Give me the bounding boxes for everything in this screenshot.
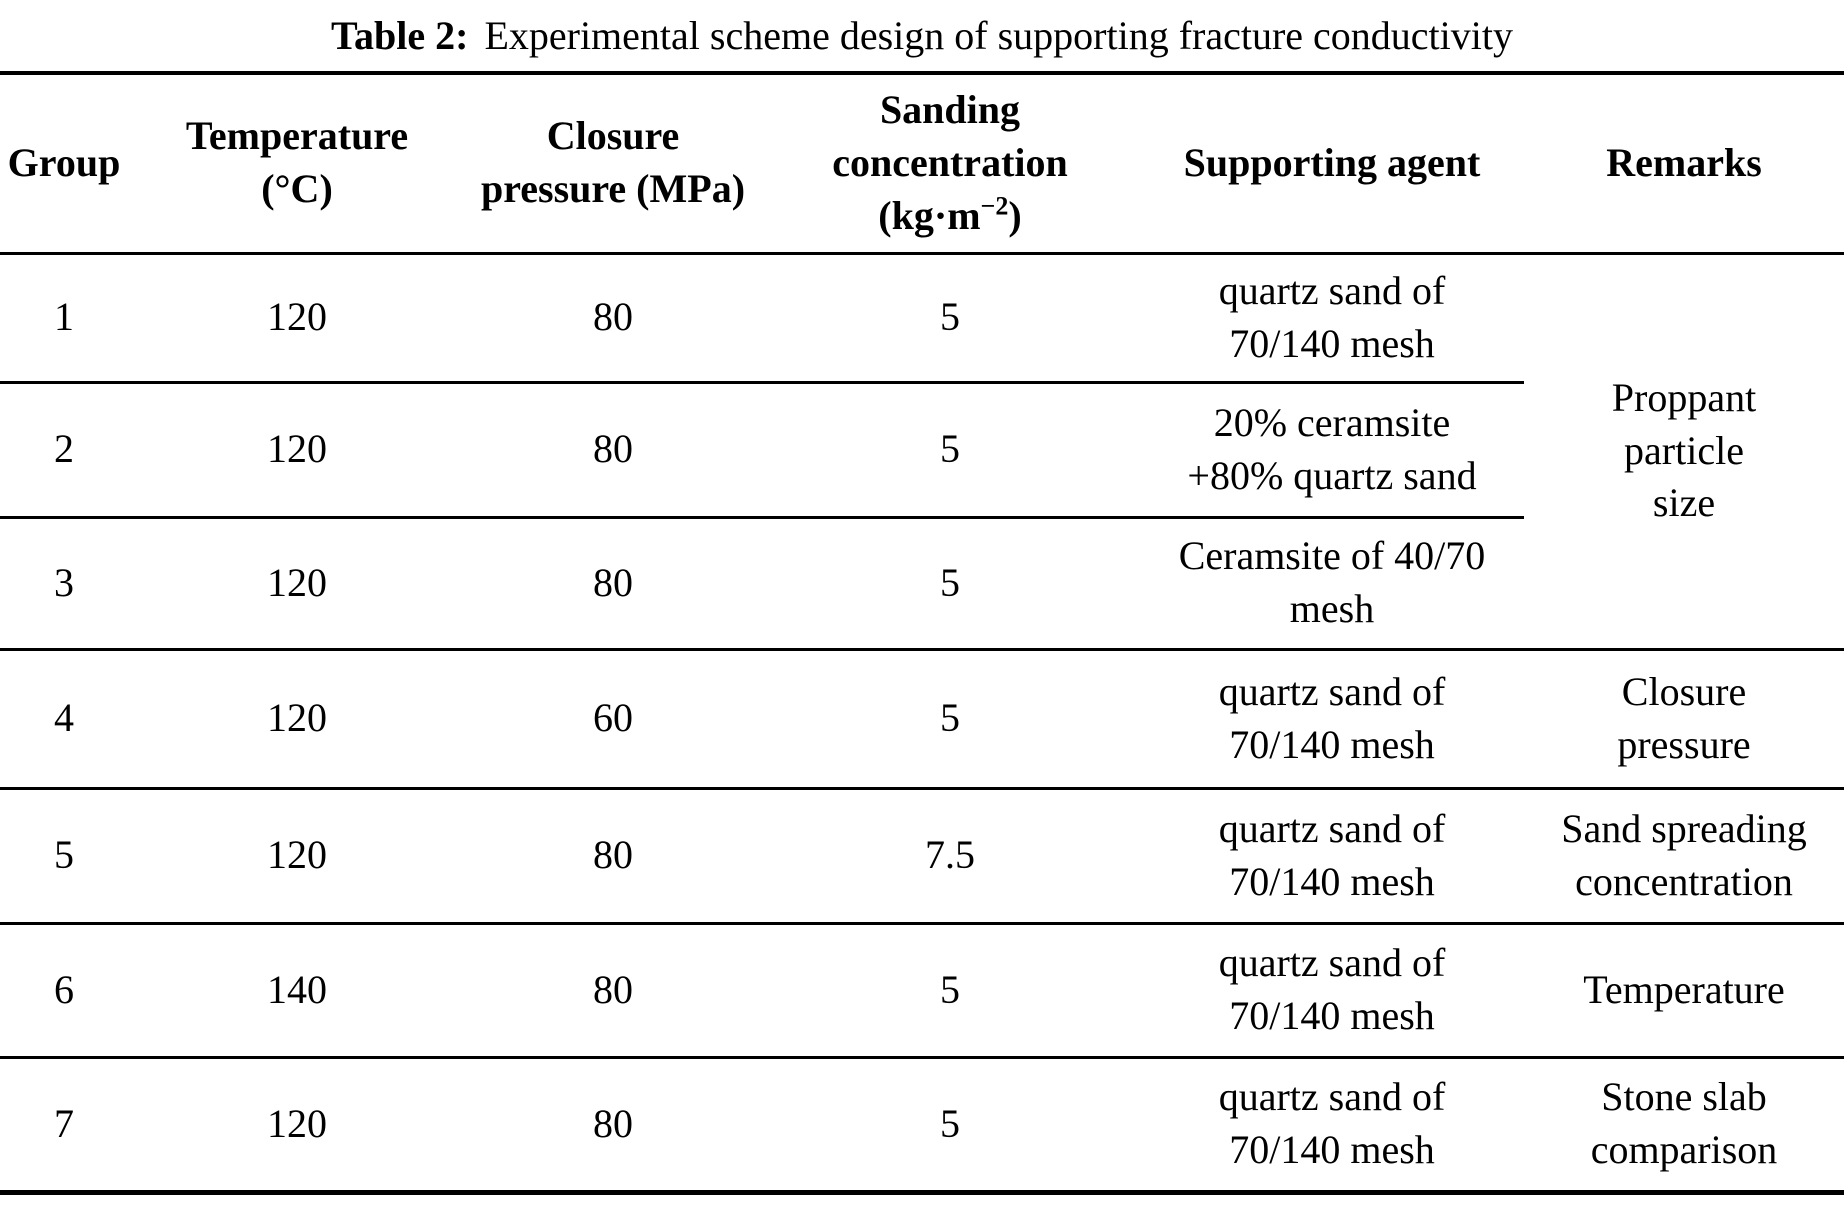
experiment-scheme-table: Group Temperature (°C) Closure pressure … [0,71,1844,1195]
sanding-unit-close-paren: ) [1008,192,1022,238]
cell-remarks: Closure pressure [1524,649,1844,790]
table-row: 5 120 80 7.5 quartz sand of 70/140 mesh … [0,788,1844,925]
cell-temperature: 120 [128,382,466,519]
cell-sanding-concentration: 7.5 [760,788,1140,925]
cell-sanding-concentration: 5 [760,649,1140,790]
cell-supporting-agent: 20% ceramsite +80% quartz sand [1140,382,1524,519]
table-row: 7 120 80 5 quartz sand of 70/140 mesh St… [0,1057,1844,1192]
cell-group: 2 [0,382,128,519]
table-caption: Table 2: Experimental scheme design of s… [0,0,1844,71]
cell-group: 6 [0,923,128,1059]
cell-temperature: 140 [128,923,466,1059]
cell-temperature: 120 [267,1100,327,1146]
cell-remarks: Sand spreading concentration [1524,788,1844,925]
cell-sanding-concentration: 5 [760,923,1140,1059]
cell-sanding-concentration: 5 [760,382,1140,519]
header-row: Group Temperature (°C) Closure pressure … [0,73,1844,255]
sanding-header-text: Sanding concentration (kg·m [832,87,1068,238]
cell-closure-pressure: 80 [466,253,760,384]
sanding-unit-superscript: −2 [980,191,1009,221]
cell-group: 1 [0,253,128,384]
table-row: 3 120 80 5 Ceramsite of 40/70 mesh [0,517,1844,651]
cell-supporting-agent: Ceramsite of 40/70 mesh [1140,517,1524,651]
cell-closure-pressure: 80 [466,923,760,1059]
cell-group: 7 [54,1100,74,1146]
cell-supporting-agent: quartz sand of 70/140 mesh [1140,253,1524,384]
cell-temperature: 120 [128,517,466,651]
cell-closure-pressure: 80 [466,788,760,925]
cell-remarks-merged: Proppant particle size [1524,253,1844,651]
table-caption-label: Table 2: [330,12,469,58]
table-row: 1 120 80 5 quartz sand of 70/140 mesh Pr… [0,253,1844,651]
table-row: 4 120 60 5 quartz sand of 70/140 mesh Cl… [0,649,1844,790]
cell-closure-pressure: 80 [466,382,760,519]
col-header-temperature: Temperature (°C) [128,73,466,255]
cell-supporting-agent: quartz sand of 70/140 mesh [1140,649,1524,790]
cell-temperature: 120 [128,788,466,925]
table-row: 2 120 80 5 20% ceramsite +80% quartz san… [0,382,1844,519]
col-header-sanding-concentration: Sanding concentration (kg·m−2) [760,73,1140,255]
cell-sanding-concentration: 5 [760,517,1140,651]
col-header-supporting-agent: Supporting agent [1140,73,1524,255]
cell-supporting-agent: quartz sand of 70/140 mesh [1140,923,1524,1059]
cell-group: 5 [0,788,128,925]
cell-sanding-concentration: 5 [940,1100,960,1146]
cell-sanding-concentration: 5 [760,253,1140,384]
cell-temperature: 120 [128,649,466,790]
cell-supporting-agent: quartz sand of 70/140 mesh [1140,788,1524,925]
col-header-remarks: Remarks [1524,73,1844,255]
col-header-closure-pressure: Closure pressure (MPa) [466,73,760,255]
cell-closure-pressure: 80 [593,1100,633,1146]
table-row: 6 140 80 5 quartz sand of 70/140 mesh Te… [0,923,1844,1059]
cell-supporting-agent: quartz sand of 70/140 mesh [1218,1074,1446,1172]
cell-group: 4 [0,649,128,790]
col-header-group: Group [0,73,128,255]
table-caption-text: Experimental scheme design of supporting… [484,12,1514,58]
cell-remarks: Stone slab comparison [1590,1074,1778,1172]
cell-closure-pressure: 60 [466,649,760,790]
cell-group: 3 [0,517,128,651]
cell-temperature: 120 [128,253,466,384]
cell-remarks: Temperature [1524,923,1844,1059]
cell-closure-pressure: 80 [466,517,760,651]
